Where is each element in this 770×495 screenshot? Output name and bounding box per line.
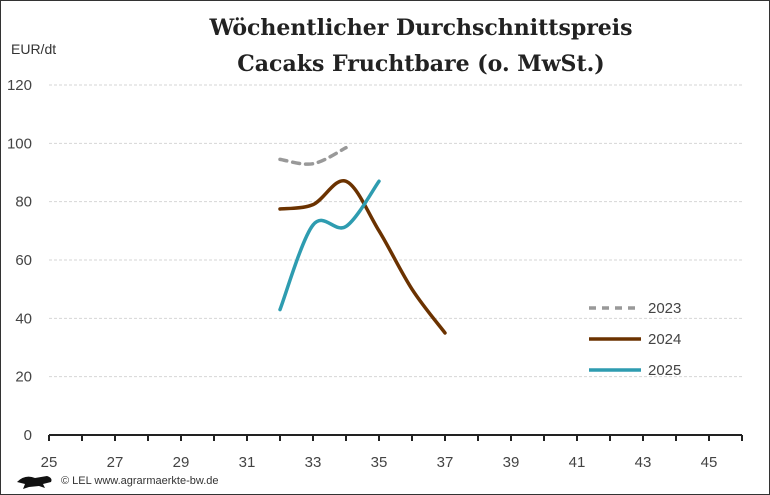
y-tick-label: 100 bbox=[7, 135, 32, 152]
legend-label-2025: 2025 bbox=[648, 362, 681, 379]
x-tick-label: 39 bbox=[503, 454, 520, 471]
series-line-2025 bbox=[278, 179, 381, 312]
y-tick-label: 120 bbox=[7, 77, 32, 94]
x-tick-label: 33 bbox=[305, 454, 322, 471]
x-tick-label: 25 bbox=[41, 454, 58, 471]
x-tick-label: 37 bbox=[437, 454, 454, 471]
x-tick-label: 29 bbox=[173, 454, 190, 471]
x-tick-label: 35 bbox=[371, 454, 388, 471]
chart-title-line2: Cacaks Fruchtbare (o. MwSt.) bbox=[237, 51, 605, 77]
x-tick-label: 31 bbox=[239, 454, 256, 471]
chart-title-line1: Wöchentlicher Durchschnittspreis bbox=[209, 15, 633, 41]
y-tick-label: 20 bbox=[15, 369, 32, 386]
y-tick-label: 40 bbox=[15, 310, 32, 327]
series-line-2023 bbox=[278, 145, 348, 166]
y-tick-label: 80 bbox=[15, 194, 32, 211]
credit-text: © LEL www.agrarmaerkte-bw.de bbox=[61, 475, 219, 487]
x-tick-label: 41 bbox=[569, 454, 586, 471]
series-line-2024 bbox=[278, 179, 447, 335]
y-tick-label: 0 bbox=[24, 427, 32, 444]
x-tick-label: 27 bbox=[107, 454, 124, 471]
x-tick-label: 43 bbox=[635, 454, 652, 471]
legend-label-2023: 2023 bbox=[648, 300, 681, 317]
y-tick-label: 60 bbox=[15, 252, 32, 269]
lion-logo-icon bbox=[17, 476, 52, 489]
y-axis-label: EUR/dt bbox=[11, 41, 57, 57]
legend-label-2024: 2024 bbox=[648, 331, 681, 348]
x-tick-label: 45 bbox=[701, 454, 718, 471]
